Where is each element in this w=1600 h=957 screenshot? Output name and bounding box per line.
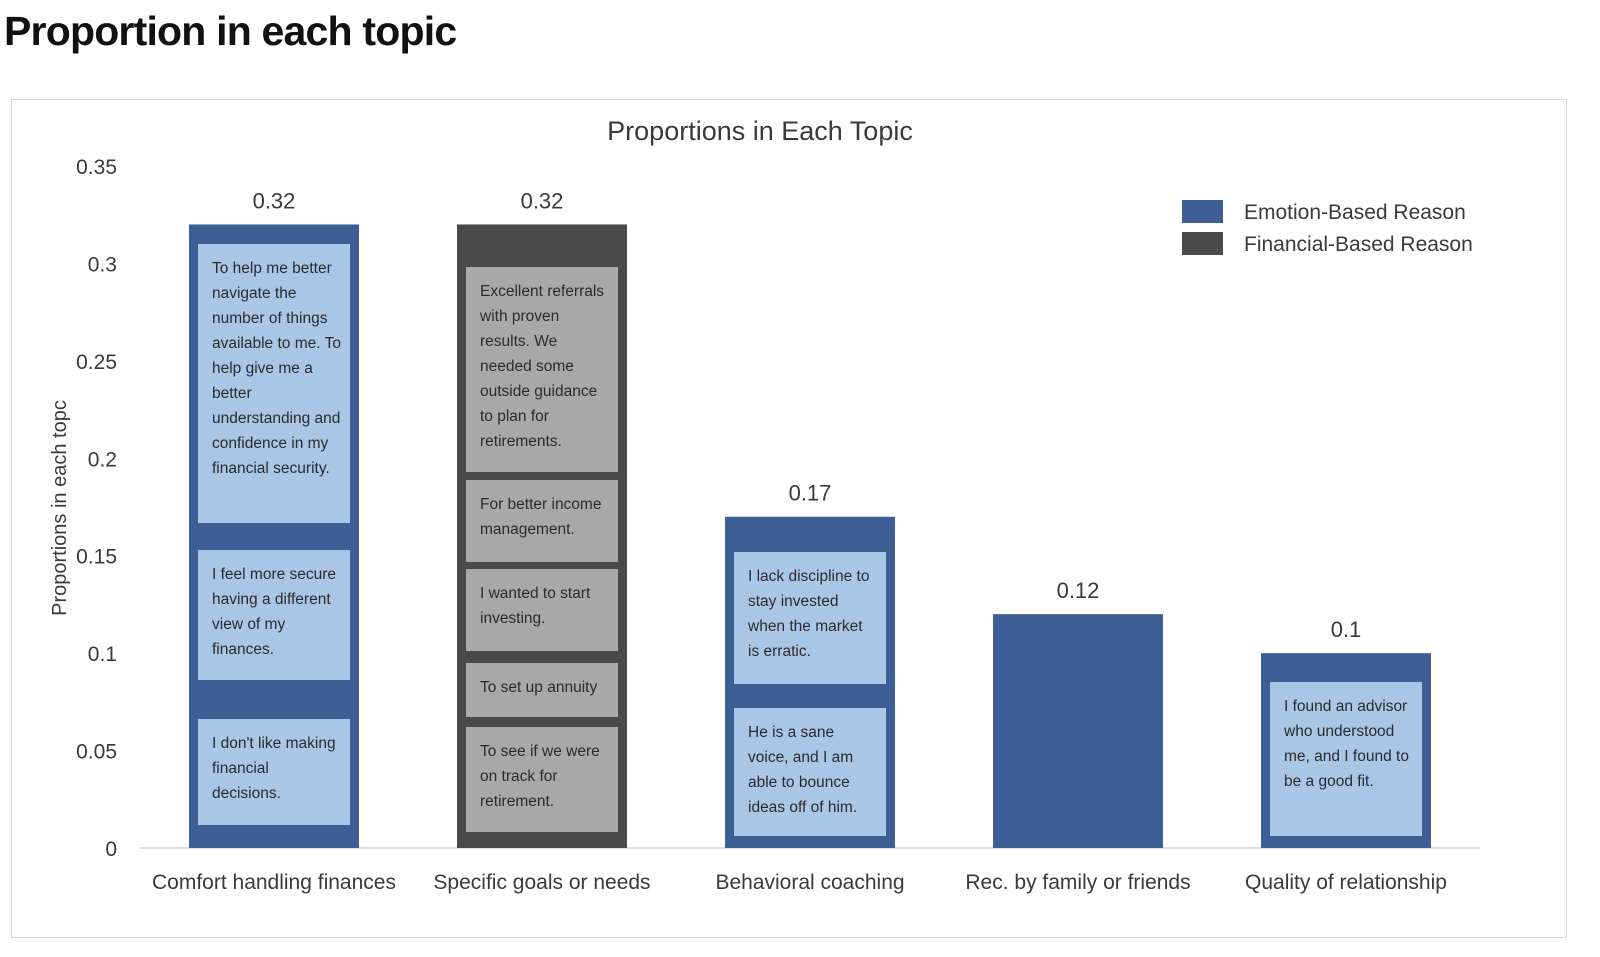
bar-annotation: For better income management. [466, 479, 618, 562]
value-label: 0.12 [1057, 578, 1100, 603]
x-tick-label: Rec. by family or friends [965, 871, 1190, 894]
y-axis-ticks: 0 0.05 0.1 0.15 0.2 0.25 0.3 0.35 [76, 156, 117, 861]
y-tick-label: 0.15 [76, 546, 117, 569]
bar-annotation: He is a sane voice, and I am able to bou… [734, 707, 886, 837]
legend-label: Financial-Based Reason [1244, 233, 1473, 256]
value-label: 0.32 [253, 188, 296, 213]
bar-annotation: To see if we were on track for retiremen… [466, 727, 618, 833]
bar-annotation: I feel more secure having a different vi… [198, 549, 350, 681]
chart-title: Proportions in Each Topic [607, 116, 913, 146]
y-tick-label: 0.3 [88, 253, 117, 276]
value-label: 0.1 [1331, 617, 1362, 642]
legend-label: Emotion-Based Reason [1244, 201, 1466, 224]
x-tick-label: Specific goals or needs [433, 871, 650, 894]
bar-annotation: I wanted to start investing. [466, 569, 618, 652]
bar-annotation: Excellent referrals with proven results.… [466, 267, 618, 472]
bar-annotation: I lack discipline to stay invested when … [734, 551, 886, 685]
value-label: 0.17 [789, 481, 832, 506]
x-tick-label: Comfort handling finances [152, 871, 396, 894]
bar-annotation: I found an advisor who understood me, an… [1270, 682, 1422, 837]
legend-swatch [1182, 200, 1223, 223]
value-labels: 0.32 0.32 0.17 0.12 0.1 [253, 188, 1362, 642]
bar-annotation: To set up annuity [466, 662, 618, 718]
legend-swatch [1182, 232, 1223, 255]
y-tick-label: 0.25 [76, 351, 117, 374]
y-axis-label: Proportions in each topc [49, 400, 71, 616]
page-heading: Proportion in each topic [4, 8, 457, 54]
bar-annotation: I don't like making financial decisions. [198, 719, 350, 825]
bar-annotation: To help me better navigate the number of… [198, 243, 350, 523]
bar [993, 614, 1163, 848]
y-tick-label: 0 [105, 838, 117, 861]
y-tick-label: 0.2 [88, 448, 117, 471]
x-axis-labels: Comfort handling finances Specific goals … [152, 871, 1447, 894]
legend: Emotion-Based Reason Financial-Based Reas… [1182, 200, 1473, 256]
y-tick-label: 0.1 [88, 643, 117, 666]
x-tick-label: Quality of relationship [1245, 871, 1447, 894]
y-tick-label: 0.05 [76, 741, 117, 764]
y-tick-label: 0.35 [76, 156, 117, 179]
x-tick-label: Behavioral coaching [715, 871, 904, 894]
value-label: 0.32 [521, 188, 564, 213]
